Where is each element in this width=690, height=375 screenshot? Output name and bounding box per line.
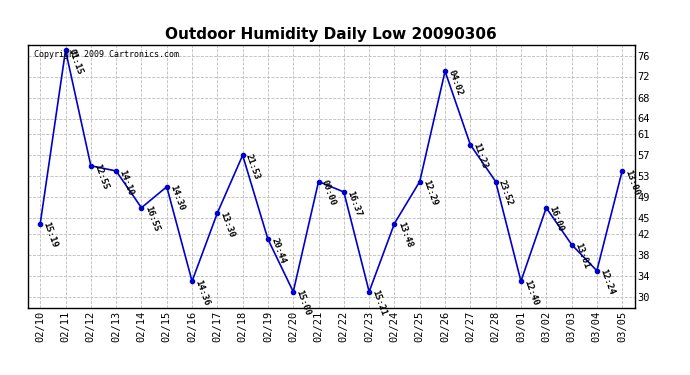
Text: 15:19: 15:19 bbox=[41, 221, 59, 249]
Text: 04:02: 04:02 bbox=[446, 69, 464, 97]
Text: 14:36: 14:36 bbox=[193, 279, 211, 307]
Text: 01:15: 01:15 bbox=[67, 48, 85, 76]
Text: 13:01: 13:01 bbox=[573, 242, 591, 270]
Text: 12:40: 12:40 bbox=[522, 279, 540, 307]
Text: 23:52: 23:52 bbox=[497, 179, 515, 207]
Text: 13:00: 13:00 bbox=[624, 168, 641, 196]
Text: 12:29: 12:29 bbox=[421, 179, 439, 207]
Text: 15:00: 15:00 bbox=[295, 289, 313, 317]
Text: 15:21: 15:21 bbox=[371, 289, 388, 317]
Text: 12:55: 12:55 bbox=[92, 163, 110, 191]
Text: 12:24: 12:24 bbox=[598, 268, 616, 296]
Text: 20:44: 20:44 bbox=[269, 237, 287, 265]
Text: 16:00: 16:00 bbox=[548, 205, 565, 233]
Title: Outdoor Humidity Daily Low 20090306: Outdoor Humidity Daily Low 20090306 bbox=[166, 27, 497, 42]
Text: 00:00: 00:00 bbox=[320, 179, 337, 207]
Text: 14:10: 14:10 bbox=[117, 168, 135, 196]
Text: Copyright 2009 Cartronics.com: Copyright 2009 Cartronics.com bbox=[34, 50, 179, 59]
Text: 14:30: 14:30 bbox=[168, 184, 186, 212]
Text: 21:53: 21:53 bbox=[244, 153, 262, 181]
Text: 16:37: 16:37 bbox=[345, 189, 363, 217]
Text: 11:23: 11:23 bbox=[472, 142, 489, 170]
Text: 16:55: 16:55 bbox=[143, 205, 161, 233]
Text: 13:30: 13:30 bbox=[219, 210, 237, 238]
Text: 13:48: 13:48 bbox=[396, 221, 413, 249]
